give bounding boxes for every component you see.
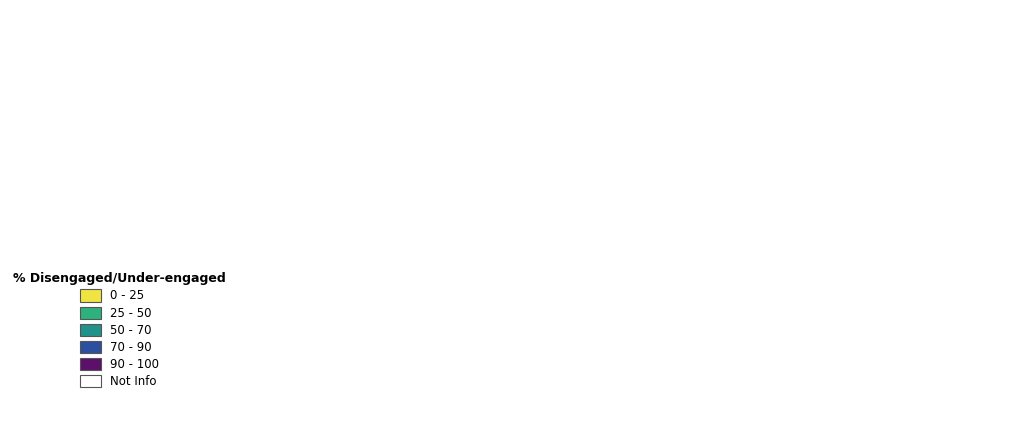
Legend: 0 - 25, 25 - 50, 50 - 70, 70 - 90, 90 - 100, Not Info: 0 - 25, 25 - 50, 50 - 70, 70 - 90, 90 - … bbox=[7, 267, 231, 394]
